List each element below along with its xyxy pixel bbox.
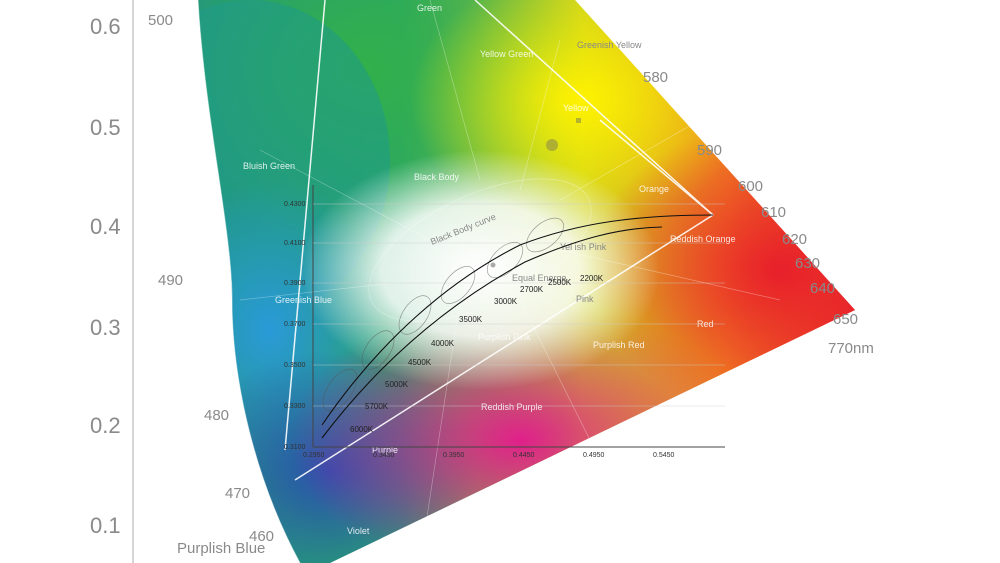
wavelength-label: 650 [833, 311, 858, 328]
region-label: Purplish Red [593, 340, 645, 350]
wavelength-label: 500 [148, 12, 173, 29]
region-label: Black Body [414, 172, 460, 182]
region-label: Reddish Orange [670, 234, 736, 244]
region-label: Purple [372, 445, 398, 455]
inset-x-tick: 0.3950 [443, 452, 465, 459]
inset-y-ticks: 0.4300 0.4100 0.3900 0.3700 0.3500 0.330… [284, 201, 306, 451]
inset-x-tick: 0.3450 [373, 452, 395, 459]
wavelength-label: 590 [697, 142, 722, 159]
region-label: Greenish Blue [275, 295, 332, 305]
cct-label: 5000K [385, 380, 409, 389]
wavelength-label: 580 [643, 69, 668, 86]
inset-x-ticks: 0.2950 0.3450 0.3950 0.4450 0.4950 0.545… [303, 452, 675, 459]
cct-label: 6000K [350, 425, 374, 434]
wavelength-label: 460 [249, 528, 274, 545]
region-label: Reddish Purple [481, 402, 543, 412]
cct-label: 5700K [365, 402, 389, 411]
inset-y-tick: 0.3900 [284, 280, 306, 287]
region-label: Green [417, 3, 442, 13]
wavelength-labels: 500 580 590 600 610 620 630 640 650 770n… [148, 12, 874, 557]
region-label: Yel ish Pink [560, 242, 607, 252]
cct-label: 2500K [548, 278, 572, 287]
cct-label: 4500K [408, 358, 432, 367]
region-label: Bluish Green [243, 161, 295, 171]
marker-square [576, 118, 581, 123]
cct-label: 2200K [580, 274, 604, 283]
y-tick: 0.6 [90, 14, 121, 39]
cct-label: 3000K [494, 297, 518, 306]
inset-y-tick: 0.3100 [284, 444, 306, 451]
region-label: Equal Energe [512, 273, 567, 283]
inset-x-tick: 0.4950 [583, 452, 605, 459]
gamut-triangle [284, 0, 714, 481]
region-label: Violet [347, 526, 370, 536]
inset-x-tick: 0.4450 [513, 452, 535, 459]
marker-dot [546, 139, 558, 151]
region-label: Pink [576, 294, 594, 304]
region-label: Yellow Green [480, 49, 533, 59]
cct-label: 3500K [459, 315, 483, 324]
inset-x-tick: 0.5450 [653, 452, 675, 459]
inset-y-tick: 0.3300 [284, 403, 306, 410]
wavelength-label: 600 [738, 178, 763, 195]
wavelength-label: 490 [158, 272, 183, 289]
inset-plot: 0.4300 0.4100 0.3900 0.3700 0.3500 0.330… [284, 185, 725, 459]
cct-label: 2700K [520, 285, 544, 294]
wavelength-label: 620 [782, 231, 807, 248]
y-tick: 0.4 [90, 214, 121, 239]
inset-y-tick: 0.3700 [284, 321, 306, 328]
region-label: Purplish Pink [478, 332, 531, 342]
cct-labels: 2200K 2500K 2700K 3000K 3500K 4000K 4500… [350, 274, 604, 434]
region-label: Greenish Yellow [577, 40, 642, 50]
inset-y-tick: 0.4300 [284, 201, 306, 208]
inset-x-tick: 0.2950 [303, 452, 325, 459]
y-tick: 0.3 [90, 315, 121, 340]
black-body-curve-lower [321, 226, 663, 439]
region-boundaries [239, 0, 781, 563]
region-label: Purplish Blue [177, 540, 265, 557]
equal-energy-dot [490, 262, 496, 268]
wavelength-label: 770nm [828, 340, 874, 357]
inset-y-tick: 0.4100 [284, 240, 306, 247]
region-label: Yellow [563, 103, 589, 113]
y-tick: 0.5 [90, 115, 121, 140]
wavelength-label: 610 [761, 204, 786, 221]
wavelength-label: 480 [204, 407, 229, 424]
wavelength-label: 640 [810, 280, 835, 297]
cct-label: 4000K [431, 339, 455, 348]
y-tick: 0.1 [90, 513, 121, 538]
region-labels: Green Yellow Green Greenish Yellow Yello… [243, 3, 736, 536]
y-tick: 0.2 [90, 413, 121, 438]
wavelength-label: 630 [795, 255, 820, 272]
region-label: Orange [639, 184, 669, 194]
black-body-curve-upper [321, 214, 714, 426]
inset-y-tick: 0.3500 [284, 362, 306, 369]
spectral-locus-outline [197, 0, 301, 563]
wavelength-label: 470 [225, 485, 250, 502]
y-axis-ticks: 0.6 0.5 0.4 0.3 0.2 0.1 [90, 14, 121, 538]
